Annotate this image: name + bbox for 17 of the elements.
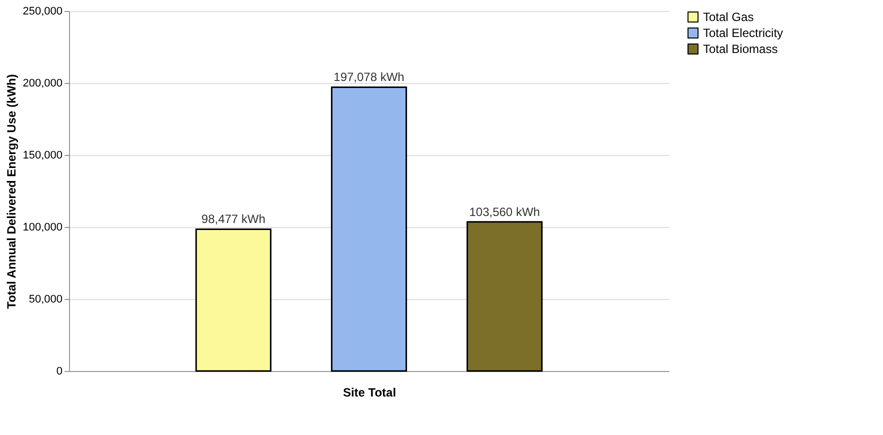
y-tick-label: 0 bbox=[56, 366, 62, 378]
legend-label: Total Electricity bbox=[703, 26, 784, 40]
y-tick-label: 200,000 bbox=[22, 78, 62, 90]
bar bbox=[330, 86, 408, 372]
data-label: 98,477 kWh bbox=[201, 212, 266, 226]
y-tick-label: 100,000 bbox=[22, 222, 62, 234]
bar bbox=[195, 228, 272, 372]
y-tick-label: 250,000 bbox=[22, 6, 62, 18]
y-tick-label: 150,000 bbox=[22, 150, 62, 162]
bar bbox=[466, 221, 543, 372]
legend-label: Total Gas bbox=[703, 10, 754, 24]
legend-label: Total Biomass bbox=[703, 42, 778, 56]
y-axis-title: Total Annual Delivered Energy Use (kWh) bbox=[4, 74, 19, 309]
y-tick-label: 50,000 bbox=[28, 294, 62, 306]
x-axis-title: Site Total bbox=[342, 386, 396, 400]
data-label: 197,078 kWh bbox=[334, 70, 404, 84]
data-label: 103,560 kWh bbox=[469, 204, 540, 219]
